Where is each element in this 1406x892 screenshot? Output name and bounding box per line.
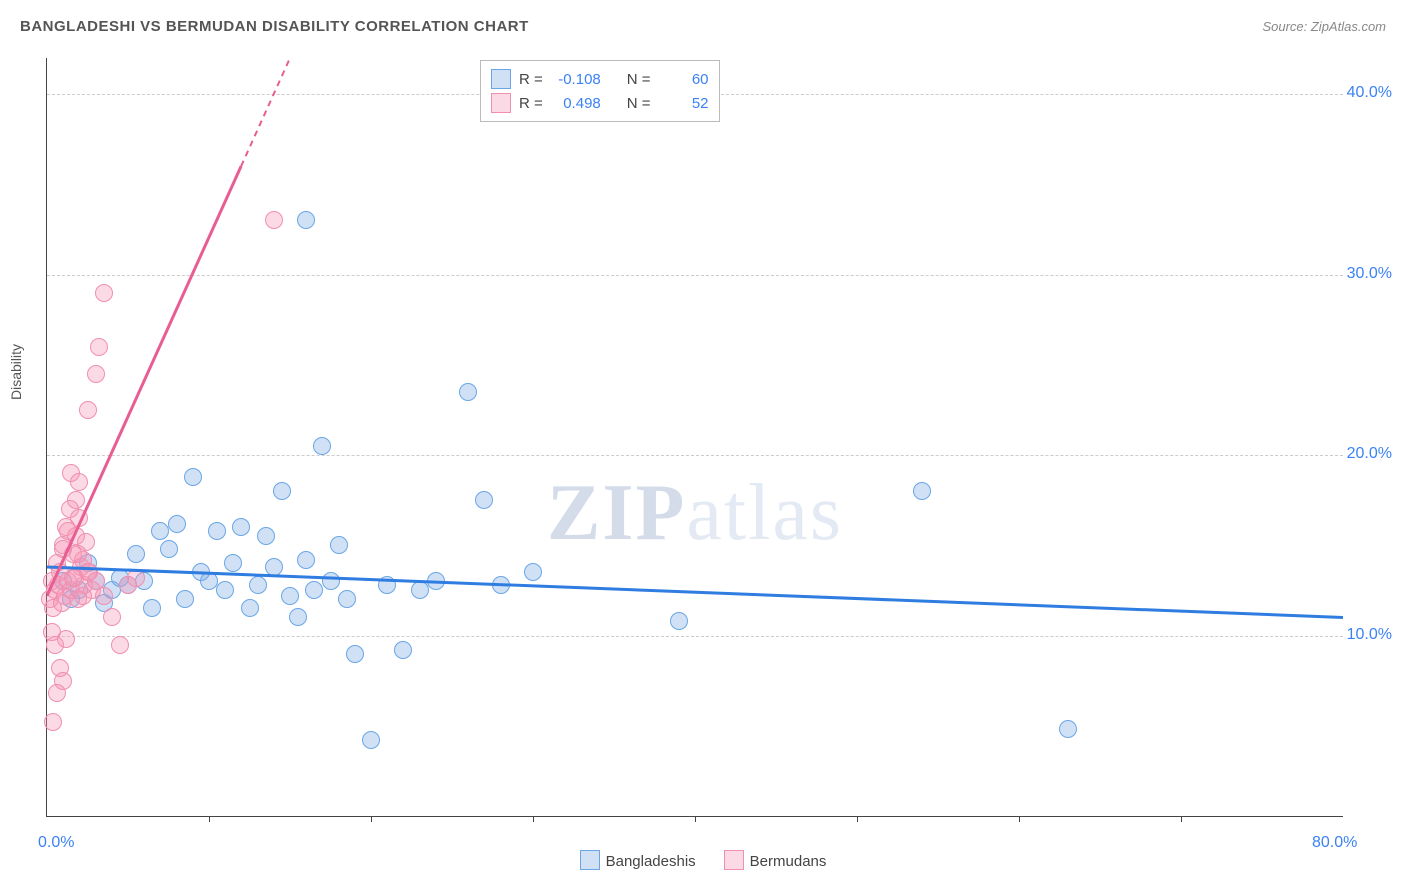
source-label: Source: ZipAtlas.com <box>1262 19 1386 34</box>
legend-item: Bangladeshis <box>580 853 696 870</box>
legend-swatch <box>724 850 744 870</box>
chart-title: BANGLADESHI VS BERMUDAN DISABILITY CORRE… <box>20 18 529 35</box>
legend-stats-row: R = 0.498 N = 52 <box>491 91 709 115</box>
r-label: R = <box>519 71 543 88</box>
x-tick <box>695 816 696 822</box>
y-tick-label: 10.0% <box>1347 626 1392 644</box>
legend-label: Bangladeshis <box>606 853 696 870</box>
x-tick <box>209 816 210 822</box>
n-label: N = <box>627 95 651 112</box>
x-tick <box>1181 816 1182 822</box>
r-label: R = <box>519 95 543 112</box>
trendline <box>47 567 1343 618</box>
legend-item: Bermudans <box>724 853 827 870</box>
x-tick <box>857 816 858 822</box>
y-axis-label: Disability <box>8 344 24 400</box>
x-tick <box>371 816 372 822</box>
n-value: 60 <box>659 71 709 88</box>
trend-overlay <box>47 58 1343 816</box>
title-bar: BANGLADESHI VS BERMUDAN DISABILITY CORRE… <box>20 18 1386 35</box>
legend-series: Bangladeshis Bermudans <box>0 850 1406 870</box>
legend-swatch <box>491 93 511 113</box>
legend-stats-row: R = -0.108 N = 60 <box>491 67 709 91</box>
n-value: 52 <box>659 95 709 112</box>
y-tick-label: 40.0% <box>1347 84 1392 102</box>
legend-stats-box: R = -0.108 N = 60 R = 0.498 N = 52 <box>480 60 720 122</box>
legend-swatch <box>580 850 600 870</box>
n-label: N = <box>627 71 651 88</box>
x-tick <box>533 816 534 822</box>
x-tick-label: 80.0% <box>1312 834 1357 852</box>
plot-area: ZIPatlas <box>46 58 1343 817</box>
r-value: -0.108 <box>551 71 601 88</box>
trendline <box>47 166 241 596</box>
legend-swatch <box>491 69 511 89</box>
legend-label: Bermudans <box>750 853 827 870</box>
r-value: 0.498 <box>551 95 601 112</box>
x-tick <box>1019 816 1020 822</box>
y-tick-label: 20.0% <box>1347 445 1392 463</box>
trendline-dash <box>241 58 290 166</box>
y-tick-label: 30.0% <box>1347 265 1392 283</box>
x-tick-label: 0.0% <box>38 834 74 852</box>
